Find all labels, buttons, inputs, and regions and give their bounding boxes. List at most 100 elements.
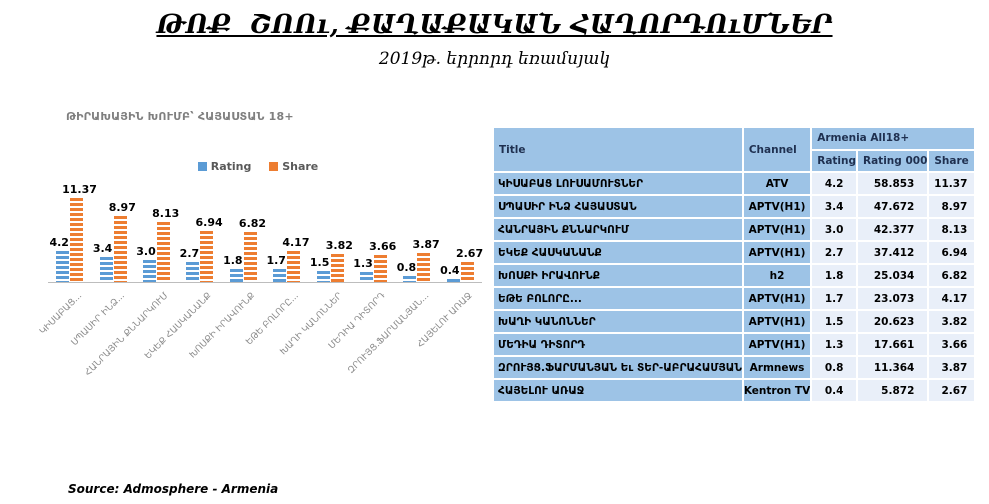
table-row: ԶՐՈՒՅՑ.ՖԱՐՄԱՆՅԱՆ Եւ ՏԵՐ-ԱԲՐԱՀԱՄՅԱՆ Armnew… (494, 357, 975, 378)
rating-cell: 1.7 (812, 288, 857, 309)
table-row: ՄԵԴԻԱ ԴԻՏՈՐԴ APTV(H1) 1.3 17.661 3.66 (494, 334, 975, 355)
share-value-label: 6.82 (238, 216, 267, 230)
rating000-cell: 23.073 (858, 288, 928, 309)
bar-group: 4.2 11.37 (48, 180, 97, 282)
channel-cell: APTV(H1) (743, 196, 811, 217)
share-cell: 11.37 (929, 173, 975, 194)
bar-group: 0.4 2.67 (439, 180, 484, 282)
table-row: ԵԹԵ ԲՈԼՈՐԸ... APTV(H1) 1.7 23.073 4.17 (494, 288, 975, 309)
bar-group: 1.8 6.82 (222, 180, 266, 282)
channel-cell: APTV(H1) (743, 288, 811, 309)
x-axis-label-cell: ՀԱՅԵԼՈՒ ԱՌԱՋ (415, 284, 482, 404)
table-row: ՀԱՅԵԼՈՒ ԱՌԱՋ Kentron TV 0.4 5.872 2.67 (494, 380, 975, 401)
rating-cell: 1.5 (812, 311, 857, 332)
share-swatch-icon (269, 162, 279, 171)
title-cell: ՀԱՅԵԼՈՒ ԱՌԱՋ (494, 380, 742, 401)
title-cell: ՄԵԴԻԱ ԴԻՏՈՐԴ (494, 334, 742, 355)
bar-group: 1.5 3.82 (308, 180, 353, 282)
report-header: ԹՈՔ ՇՈՈւ, ՔԱՂԱՔԱԿԱՆ ՀԱՂՈՐԴՈւՄՆԵՐ 2019թ. … (0, 10, 989, 69)
rating-value-label: 1.3 (353, 257, 373, 271)
rating000-cell: 47.672 (858, 196, 928, 217)
table-row: ԵԿԵՔ ՀԱՍԿԱՆԱՆՔ APTV(H1) 2.7 37.412 6.94 (494, 242, 975, 263)
rating000-cell: 5.872 (858, 380, 928, 401)
title-cell: ԵԿԵՔ ՀԱՍԿԱՆԱՆՔ (494, 242, 742, 263)
col-group-header-armenia-all18: Armenia All18+ (812, 128, 975, 149)
rating-bar: 1.5 (310, 256, 330, 282)
title-cell: ԵԹԵ ԲՈԼՈՐԸ... (494, 288, 742, 309)
rating-value-label: 3.0 (136, 244, 156, 258)
share-cell: 3.82 (929, 311, 975, 332)
share-cell: 2.67 (929, 380, 975, 401)
bar-group: 0.8 3.87 (395, 180, 440, 282)
rating-value-label: 1.8 (223, 253, 243, 267)
legend-label-rating: Rating (210, 160, 252, 173)
table-row: ԿԻՍԱԲԱՑ ԼՈՒՍԱՄՈՒՏՆԵՐ ATV 4.2 58.853 11.37 (494, 173, 975, 194)
table-row: ԽՈՍՔԻ ԻՐԱՎՈՒՆՔ h2 1.8 25.034 6.82 (494, 265, 975, 286)
title-cell: ԽԱՂԻ ԿԱՆՈՆՆԵՐ (494, 311, 742, 332)
share-bar: 4.17 (282, 236, 309, 282)
share-value-label: 2.67 (455, 247, 484, 261)
legend-item-rating: Rating (197, 160, 252, 173)
rating000-cell: 37.412 (858, 242, 928, 263)
page-title: ԹՈՔ ՇՈՈւ, ՔԱՂԱՔԱԿԱՆ ՀԱՂՈՐԴՈւՄՆԵՐ (156, 10, 833, 40)
share-bar: 3.82 (326, 239, 353, 282)
share-value-label: 4.17 (282, 236, 310, 250)
channel-cell: APTV(H1) (743, 242, 811, 263)
rating-cell: 3.0 (812, 219, 857, 240)
rating-bar: 3.4 (93, 242, 113, 282)
rating-bar: 4.2 (49, 236, 70, 282)
rating-cell: 1.3 (812, 334, 857, 355)
share-bar: 6.82 (239, 217, 266, 282)
table-row: ՍՊԱՍԻՐ ԻՆՁ ՀԱՅԱՍՏԱՆ APTV(H1) 3.4 47.672 8.97 (494, 196, 975, 217)
rating-bar: 0.8 (397, 261, 417, 282)
table-row: ԽԱՂԻ ԿԱՆՈՆՆԵՐ APTV(H1) 1.5 20.623 3.82 (494, 311, 975, 332)
chart-legend: Rating Share (30, 160, 486, 174)
share-bar: 8.97 (109, 201, 136, 282)
chart-title: ԹԻՐԱԽԱՅԻՆ ԽՈՒՄԲ՝ ՀԱՅԱՍՏԱՆ 18+ (66, 110, 294, 123)
share-cell: 6.82 (929, 265, 975, 286)
rating-cell: 3.4 (812, 196, 857, 217)
share-value-label: 6.94 (195, 215, 223, 229)
rating000-cell: 11.364 (858, 357, 928, 378)
share-cell: 6.94 (929, 242, 975, 263)
channel-cell: APTV(H1) (743, 311, 811, 332)
title-cell: ԿԻՍԱԲԱՑ ԼՈՒՍԱՄՈՒՏՆԵՐ (494, 173, 742, 194)
rating000-cell: 17.661 (858, 334, 928, 355)
chart-plot: 4.2 11.37 3.4 8.97 3.0 8.13 2.7 6.94 1.8 6.82 1.7 4… (48, 180, 484, 283)
data-table-container: Title Channel Armenia All18+ Rating Rati… (492, 126, 976, 403)
table-body: ԿԻՍԱԲԱՑ ԼՈՒՍԱՄՈՒՏՆԵՐ ATV 4.2 58.853 11.37 ՍՊԱ… (494, 173, 975, 401)
rating-cell: 2.7 (812, 242, 857, 263)
channel-cell: h2 (743, 265, 811, 286)
share-cell: 3.66 (929, 334, 975, 355)
chart-x-axis-labels: ԿԻՍԱԲԱՑ... ՍՊԱՍԻՐ ԻՆՁ... ՀԱՆՐԱՅԻՆ ՔՆՆԱՐԿՈՒ… (38, 284, 482, 404)
col-header-channel: Channel (743, 128, 811, 171)
title-cell: ՍՊԱՍԻՐ ԻՆՁ ՀԱՅԱՍՏԱՆ (494, 196, 742, 217)
title-cell: ԶՐՈՒՅՑ.ՖԱՐՄԱՆՅԱՆ Եւ ՏԵՐ-ԱԲՐԱՀԱՄՅԱՆ (494, 357, 742, 378)
bar-group: 2.7 6.94 (178, 180, 223, 282)
rating-bar: 1.7 (266, 254, 287, 282)
rating-value-label: 1.7 (266, 254, 286, 268)
rating000-cell: 25.034 (858, 265, 928, 286)
bar-chart: ԹԻՐԱԽԱՅԻՆ ԽՈՒՄԲ՝ ՀԱՅԱՍՏԱՆ 18+ Rating Sha… (30, 100, 486, 420)
page-subtitle: 2019թ. երրորդ եռամսյակ (378, 49, 611, 69)
x-axis-category-label: ԿԻՍԱԲԱՑ... (37, 291, 84, 337)
source-note: Source: Admosphere - Armenia (68, 482, 279, 496)
share-bar: 11.37 (62, 183, 97, 282)
share-value-label: 3.82 (325, 238, 353, 252)
share-cell: 4.17 (929, 288, 975, 309)
rating-value-label: 2.7 (179, 247, 200, 261)
share-value-label: 3.66 (369, 239, 397, 253)
share-cell: 8.97 (929, 196, 975, 217)
title-cell: ԽՈՍՔԻ ԻՐԱՎՈՒՆՔ (494, 265, 742, 286)
col-header-rating: Rating (812, 150, 857, 171)
channel-cell: APTV(H1) (743, 219, 811, 240)
rating-value-label: 0.8 (396, 261, 417, 275)
bar-group: 1.3 3.66 (352, 180, 397, 282)
legend-label-share: Share (282, 160, 319, 173)
channel-cell: Armnews (743, 357, 811, 378)
bar-group: 3.0 8.13 (135, 180, 180, 282)
rating-value-label: 3.4 (92, 241, 113, 255)
share-value-label: 8.13 (152, 206, 180, 220)
rating-bar: 3.0 (136, 245, 157, 282)
legend-item-share: Share (269, 160, 318, 173)
